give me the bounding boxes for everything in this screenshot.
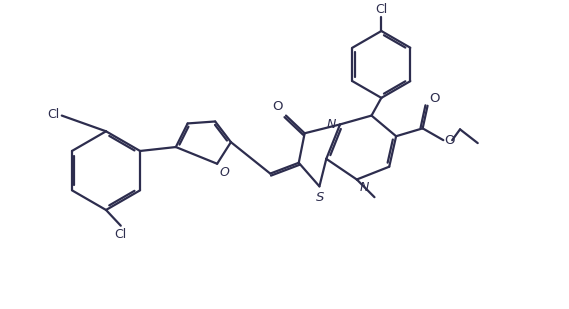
Text: Cl: Cl (375, 3, 387, 16)
Text: N: N (327, 118, 336, 131)
Text: N: N (360, 181, 369, 194)
Text: O: O (444, 134, 455, 147)
Text: S: S (316, 191, 324, 204)
Text: O: O (430, 92, 440, 105)
Text: Cl: Cl (48, 108, 60, 121)
Text: O: O (273, 99, 283, 112)
Text: Cl: Cl (114, 228, 127, 241)
Text: O: O (219, 166, 229, 179)
